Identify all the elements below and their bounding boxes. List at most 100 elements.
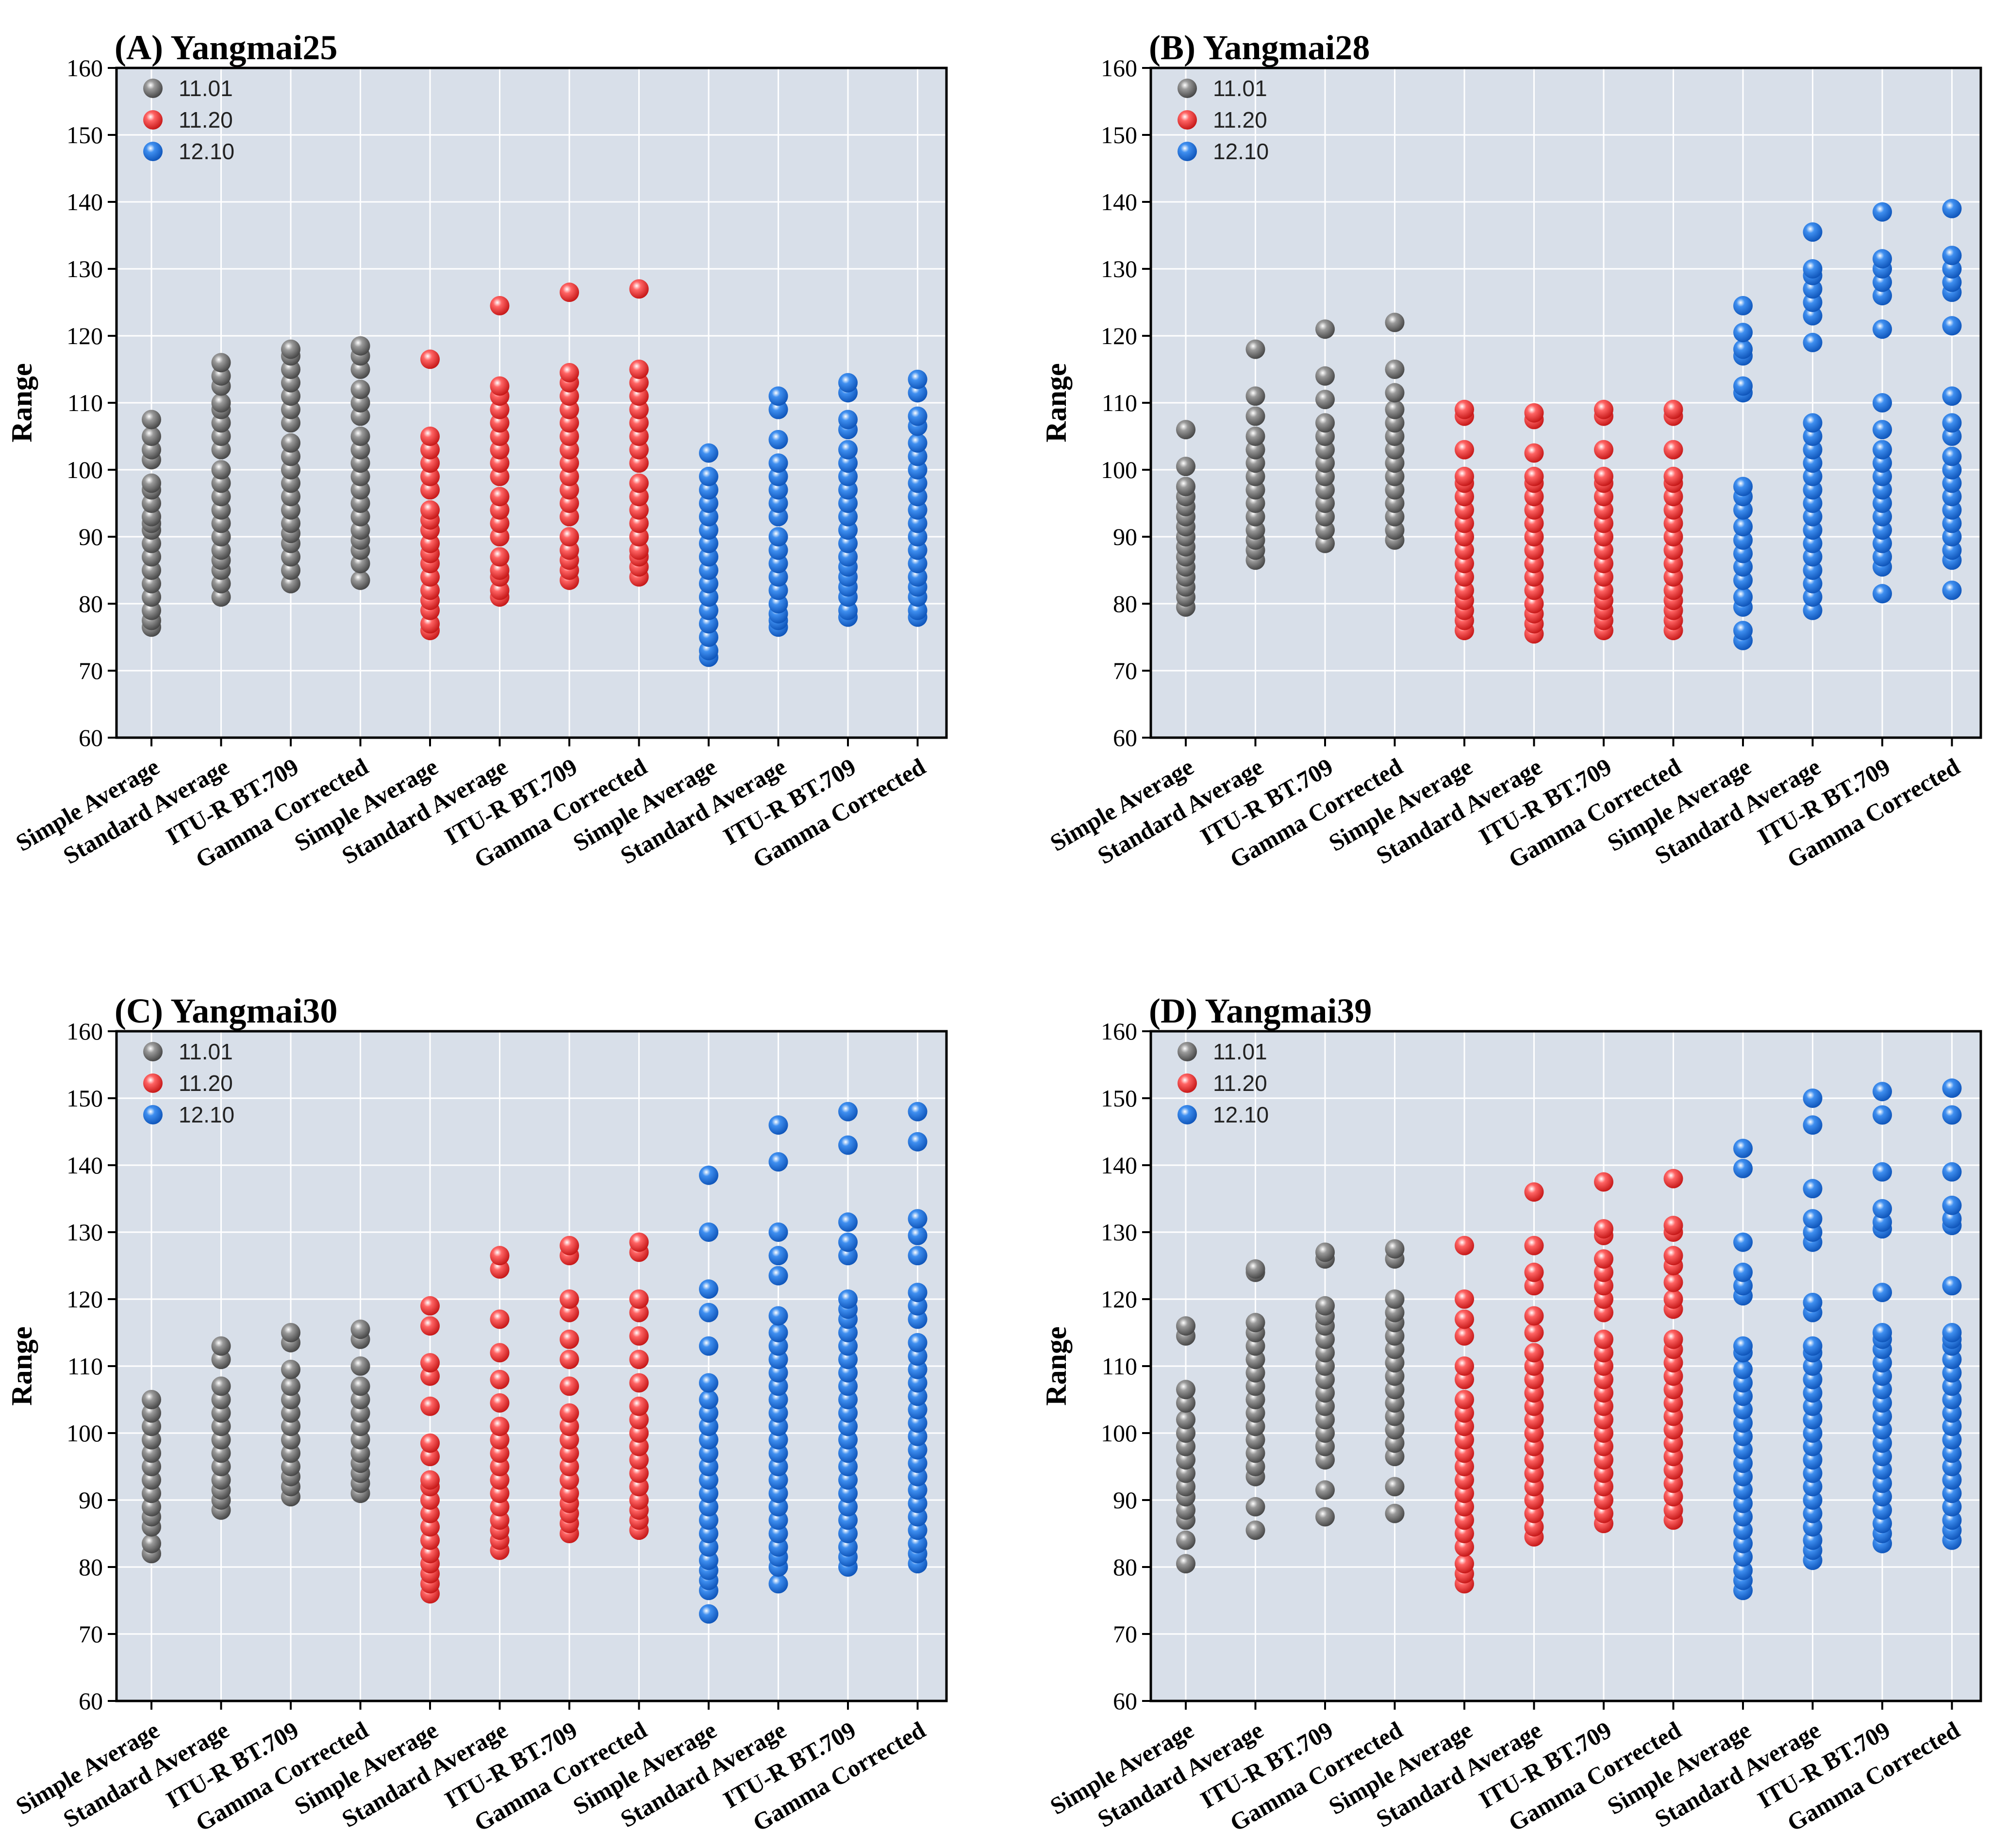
y-axis-title: Range	[1040, 1326, 1072, 1405]
data-point	[1315, 1450, 1335, 1470]
data-point	[1873, 1500, 1892, 1520]
data-point	[1455, 1236, 1474, 1255]
data-point	[560, 1303, 579, 1322]
data-point	[1315, 440, 1335, 460]
data-point	[281, 460, 300, 479]
data-point	[908, 446, 928, 466]
data-point	[211, 473, 231, 493]
data-point	[908, 1359, 928, 1379]
data-point	[838, 1376, 858, 1396]
data-point	[1245, 1417, 1265, 1436]
data-point	[211, 540, 231, 560]
y-tick-label: 110	[67, 389, 103, 416]
data-point	[908, 1225, 928, 1245]
data-point	[1873, 1283, 1892, 1303]
y-tick-label: 60	[79, 724, 103, 751]
data-point	[1594, 1396, 1613, 1416]
data-point	[350, 554, 370, 574]
data-point	[1385, 494, 1405, 513]
data-point	[768, 567, 788, 587]
data-point	[420, 1470, 440, 1490]
data-point	[1315, 494, 1335, 513]
legend-label: 12.10	[179, 1102, 234, 1127]
data-point	[908, 1507, 928, 1527]
data-point	[699, 1443, 718, 1463]
data-point	[768, 1266, 788, 1286]
data-point	[1385, 453, 1405, 473]
data-point	[1524, 1423, 1544, 1443]
data-point	[768, 1152, 788, 1172]
data-point	[1803, 587, 1823, 607]
data-point	[1315, 1436, 1335, 1456]
data-point	[1733, 1467, 1753, 1486]
data-point	[1873, 272, 1892, 292]
data-point	[1385, 383, 1405, 403]
data-point	[1942, 1105, 1962, 1125]
data-point	[1455, 1537, 1474, 1557]
data-point	[1733, 500, 1753, 520]
data-point	[768, 1537, 788, 1557]
data-point	[490, 1470, 510, 1490]
data-point	[211, 1430, 231, 1450]
data-point	[768, 429, 788, 449]
data-point	[699, 1537, 718, 1557]
data-point	[1524, 513, 1544, 533]
data-point	[1873, 202, 1892, 222]
data-point	[142, 574, 161, 594]
data-point	[1455, 500, 1474, 520]
legend: 11.01 11.20 12.10	[1178, 76, 1269, 164]
series-11.01	[1176, 313, 1405, 617]
data-point	[142, 1443, 161, 1463]
data-point	[1524, 1503, 1544, 1523]
data-point	[1803, 453, 1823, 473]
data-point	[281, 446, 300, 466]
data-point	[838, 1323, 858, 1342]
data-point	[838, 600, 858, 620]
data-point	[1594, 1370, 1613, 1389]
data-point	[560, 1236, 579, 1255]
data-point	[1315, 1343, 1335, 1363]
data-point	[1803, 1490, 1823, 1510]
data-point	[629, 1450, 649, 1470]
data-point	[1733, 530, 1753, 550]
series-11.01	[142, 1320, 370, 1564]
data-point	[1733, 1440, 1753, 1460]
data-point	[142, 1390, 161, 1409]
data-point	[560, 1329, 579, 1349]
data-point	[699, 494, 718, 513]
data-point	[1873, 1162, 1892, 1182]
data-point	[281, 373, 300, 393]
data-point	[1315, 1296, 1335, 1316]
data-point	[560, 413, 579, 433]
data-point	[768, 399, 788, 419]
data-point	[142, 494, 161, 513]
data-point	[1733, 323, 1753, 343]
data-point	[350, 1390, 370, 1409]
data-point	[838, 440, 858, 460]
data-point	[1315, 533, 1335, 553]
data-point	[490, 1309, 510, 1329]
data-point	[490, 1246, 510, 1266]
data-point	[1803, 1436, 1823, 1456]
data-point	[350, 440, 370, 460]
data-point	[1315, 1356, 1335, 1376]
data-point	[1385, 1289, 1405, 1309]
data-point	[1873, 480, 1892, 500]
axes-frame	[1149, 66, 1982, 739]
data-point	[1524, 527, 1544, 546]
data-point	[490, 1370, 510, 1389]
data-point	[1803, 1179, 1823, 1199]
legend-label: 11.01	[1213, 1039, 1267, 1064]
data-point	[699, 600, 718, 620]
data-point	[211, 527, 231, 546]
data-point	[1455, 1417, 1474, 1436]
data-point	[1245, 1259, 1265, 1279]
data-point	[211, 460, 231, 479]
data-point	[1315, 1370, 1335, 1389]
data-point	[560, 1443, 579, 1463]
data-point	[1245, 440, 1265, 460]
y-tick-label: 160	[66, 54, 103, 82]
data-point	[1176, 1423, 1195, 1443]
data-point	[1385, 1326, 1405, 1346]
